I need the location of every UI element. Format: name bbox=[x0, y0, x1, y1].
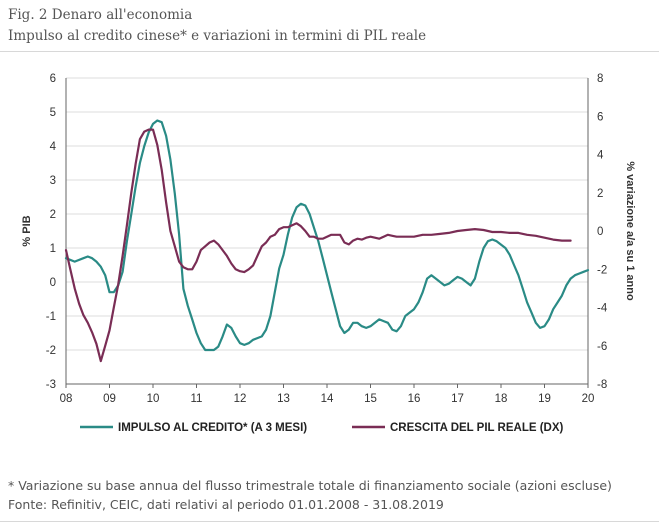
grid-lines bbox=[66, 77, 588, 385]
y-tick-left: 3 bbox=[50, 175, 56, 187]
y-tick-right: -4 bbox=[597, 303, 608, 315]
y-tick-right: -8 bbox=[597, 379, 607, 391]
x-tick: 09 bbox=[103, 393, 116, 405]
x-tick: 11 bbox=[191, 393, 203, 405]
y-tick-left: 2 bbox=[50, 209, 56, 221]
axes bbox=[65, 78, 589, 388]
y-tick-right: 8 bbox=[597, 73, 603, 85]
y-tick-right: -6 bbox=[597, 341, 607, 353]
y-tick-left: -1 bbox=[46, 311, 56, 323]
series-lines bbox=[64, 119, 590, 363]
y-tick-right: 4 bbox=[597, 150, 604, 162]
footnote: * Variazione su base annua del flusso tr… bbox=[8, 478, 612, 493]
x-tick: 17 bbox=[451, 393, 464, 405]
top-divider bbox=[0, 51, 659, 52]
x-tick: 13 bbox=[277, 393, 290, 405]
series-line-pil bbox=[64, 128, 572, 363]
y-tick-left: -2 bbox=[46, 345, 56, 357]
y-axis-label-left: % PIB bbox=[21, 215, 33, 246]
y-tick-right: 6 bbox=[597, 111, 603, 123]
y-tick-left: 4 bbox=[50, 141, 57, 153]
x-tick: 16 bbox=[408, 393, 421, 405]
y-tick-left: 0 bbox=[50, 277, 56, 289]
y-tick-right: 2 bbox=[597, 188, 603, 200]
chart-title: Fig. 2 Denaro all'economia bbox=[8, 7, 193, 23]
y-tick-right: 0 bbox=[597, 226, 603, 238]
x-tick: 15 bbox=[364, 393, 377, 405]
legend: IMPULSO AL CREDITO* (A 3 MESI) CRESCITA … bbox=[80, 422, 564, 434]
y-tick-right: -2 bbox=[597, 264, 607, 276]
chart-subtitle: Impulso al credito cinese* e variazioni … bbox=[8, 28, 427, 44]
bottom-divider bbox=[0, 521, 659, 522]
x-tick: 20 bbox=[582, 393, 595, 405]
y-tick-left: -3 bbox=[46, 379, 56, 391]
y-axis-label-right: % variazione a/a su 1 anno bbox=[624, 161, 636, 301]
x-tick: 14 bbox=[321, 393, 334, 405]
x-tick: 10 bbox=[147, 393, 160, 405]
x-tick: 19 bbox=[538, 393, 551, 405]
source-note: Fonte: Refinitiv, CEIC, dati relativi al… bbox=[8, 497, 444, 512]
x-tick: 08 bbox=[60, 393, 73, 405]
y-tick-left: 6 bbox=[50, 73, 56, 85]
legend-label-pil: CRESCITA DEL PIL REALE (DX) bbox=[390, 422, 564, 434]
y-tick-left: 5 bbox=[50, 107, 56, 119]
y-tick-left: 1 bbox=[50, 243, 56, 255]
x-tick: 18 bbox=[495, 393, 508, 405]
series-line-impulso bbox=[64, 119, 590, 352]
x-tick: 12 bbox=[234, 393, 247, 405]
legend-label-impulso: IMPULSO AL CREDITO* (A 3 MESI) bbox=[118, 422, 307, 434]
